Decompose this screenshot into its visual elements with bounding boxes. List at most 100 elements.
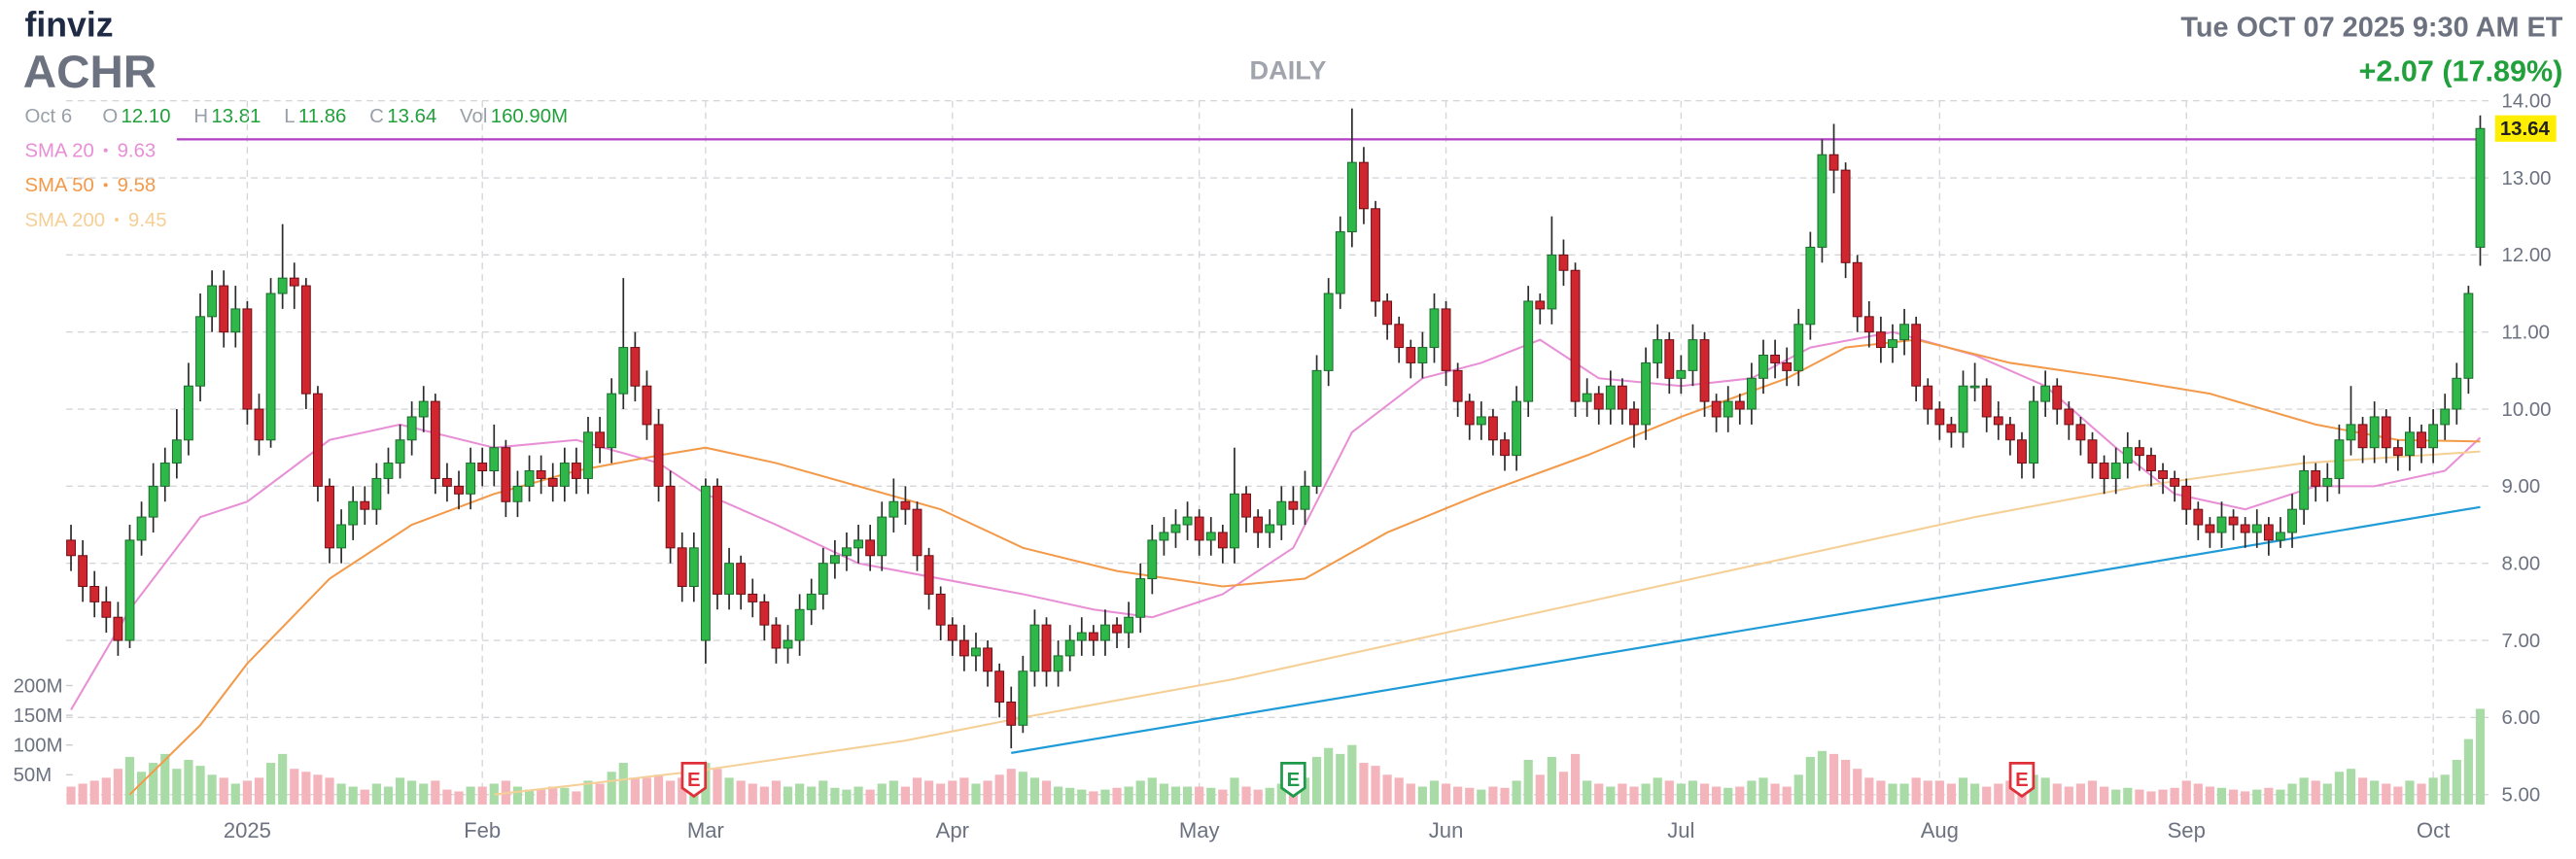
volume-bar: [89, 780, 99, 805]
volume-bar: [290, 769, 299, 805]
volume-bar: [313, 774, 323, 805]
volume-bar: [172, 769, 182, 805]
volume-bar: [971, 783, 981, 805]
candle-body: [1064, 639, 1075, 657]
candle-body: [1394, 324, 1405, 349]
ticker: ACHR: [23, 47, 157, 98]
volume-bar: [1488, 786, 1498, 805]
volume-bar: [748, 783, 757, 805]
y-tick-label: 11.00: [2502, 322, 2550, 343]
candle-body: [1723, 400, 1733, 418]
quote-value: 11.86: [298, 106, 346, 127]
candle-body: [1570, 269, 1581, 402]
candle-body: [665, 485, 676, 549]
sma-legend-value: 9.45: [128, 210, 167, 231]
volume-bar: [2123, 787, 2133, 805]
candle-body: [336, 524, 347, 549]
candle-body: [2263, 524, 2274, 541]
volume-bar: [1054, 786, 1063, 805]
candle-body: [254, 408, 264, 441]
volume-bar: [2146, 791, 2156, 805]
volume-bar: [1618, 783, 1627, 805]
volume-bar: [736, 780, 746, 805]
volume-bar: [2357, 777, 2368, 805]
candle-body: [2205, 524, 2215, 533]
earnings-label: E: [2015, 770, 2029, 791]
volume-bar: [607, 772, 616, 805]
candle-body: [1993, 416, 2003, 426]
candle-body: [2052, 385, 2063, 410]
y-tick-label: 9.00: [2502, 476, 2541, 498]
volume-bar: [419, 783, 429, 805]
candle-body: [1371, 208, 1380, 302]
candle-body: [78, 555, 88, 588]
candle-body: [1006, 701, 1017, 726]
volume-bar: [1206, 787, 1216, 805]
volume-bar: [865, 789, 875, 805]
candle-body: [1476, 416, 1486, 426]
volume-bar: [1253, 789, 1263, 805]
candle-body: [1429, 308, 1440, 349]
volume-bar: [383, 786, 394, 805]
candle-body: [583, 431, 593, 479]
volume-bar: [1018, 772, 1027, 805]
earnings-label: E: [1287, 770, 1301, 791]
x-tick-label: May: [1179, 818, 1220, 842]
candle-body: [1899, 324, 1909, 341]
candle-body: [1170, 524, 1181, 533]
candle-body: [1241, 493, 1251, 518]
trendline: [1011, 505, 2481, 754]
candle-body: [1688, 339, 1698, 371]
sma-legend-name: SMA 200: [24, 210, 105, 231]
volume-bar: [2205, 786, 2214, 805]
candle-body: [418, 400, 429, 418]
candle-body: [595, 431, 606, 449]
volume-bar: [1583, 780, 1592, 805]
candle-body: [2158, 469, 2168, 479]
volume-bar: [595, 783, 605, 805]
volume-bar: [1029, 777, 1040, 805]
volume-bar: [1817, 750, 1828, 805]
volume-bar: [1853, 769, 1862, 805]
volume-bar: [301, 772, 311, 805]
volume-bar: [1547, 756, 1556, 805]
candle-body: [2122, 447, 2133, 464]
volume-bar: [160, 753, 170, 805]
candle-body: [242, 308, 253, 410]
candle-body: [406, 416, 417, 441]
volume-bar: [1276, 783, 1286, 805]
candle-body: [1300, 485, 1310, 510]
volume-bar: [888, 780, 898, 805]
candle-body: [113, 616, 123, 641]
candle-body: [1335, 231, 1345, 294]
volume-bar: [1159, 783, 1168, 805]
price-change: +2.07 (17.89%): [2359, 54, 2563, 87]
sma-line: [494, 450, 2481, 796]
volume-bar: [2135, 789, 2144, 805]
volume-bar: [1653, 777, 1662, 805]
volume-bar: [548, 786, 558, 805]
candle-body: [1641, 361, 1652, 426]
candle-body: [2299, 469, 2310, 510]
volume-bar: [278, 753, 288, 805]
volume-tick-label: 200M: [14, 675, 63, 697]
volume-bar: [207, 774, 217, 805]
volume-bar: [2463, 739, 2473, 805]
candle-body: [1535, 300, 1546, 310]
volume-bar: [1453, 786, 1463, 805]
logo: finviz: [24, 5, 113, 44]
candle-body: [207, 285, 218, 318]
volume-bar: [994, 774, 1004, 805]
volume-bar: [124, 756, 135, 805]
candle-body: [1793, 324, 1804, 371]
candle-body: [2029, 400, 2038, 464]
candle-body: [1734, 400, 1745, 410]
candle-body: [1958, 385, 1968, 433]
volume-bar: [759, 786, 769, 805]
volume-bar: [242, 780, 252, 805]
volume-bar: [1970, 783, 1980, 805]
volume-bar: [2170, 787, 2179, 805]
candle-body: [923, 555, 934, 595]
y-tick-label: 14.00: [2502, 90, 2552, 112]
